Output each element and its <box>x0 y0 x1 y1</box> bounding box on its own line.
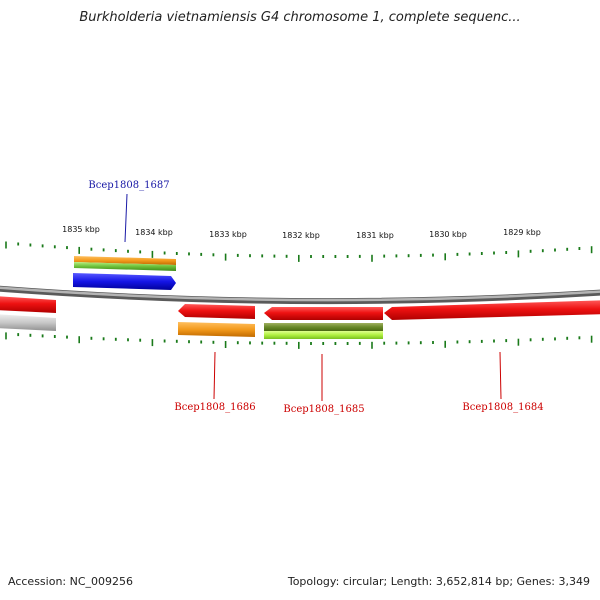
topology-summary: Topology: circular; Length: 3,652,814 bp… <box>287 575 590 588</box>
accession-text: Accession: NC_009256 <box>8 575 134 588</box>
map-title: Burkholderia vietnamiensis G4 chromosome… <box>79 10 521 25</box>
gene-bcep1808-1685-feature[interactable] <box>264 307 383 339</box>
outer-tick-ring <box>5 241 593 262</box>
gene-label-bcep1808-1687[interactable]: Bcep1808_1687 <box>88 180 169 191</box>
gene-label-bcep1808-1686[interactable]: Bcep1808_1686 <box>174 402 255 413</box>
scale-label-1829: 1829 kbp <box>503 228 541 237</box>
scale-label-1835: 1835 kbp <box>62 225 100 234</box>
gene-bcep1808-1687-feature[interactable] <box>73 256 176 290</box>
scale-label-1834: 1834 kbp <box>135 228 173 237</box>
gene-label-bcep1808-1684[interactable]: Bcep1808_1684 <box>462 402 543 413</box>
leader-line-1686 <box>213 351 216 400</box>
scale-label-1832: 1832 kbp <box>282 231 320 240</box>
inner-tick-ring <box>5 332 593 349</box>
gene-bcep1808-1686-feature[interactable] <box>178 304 255 337</box>
leader-line-1687 <box>124 193 128 243</box>
scale-label-1833: 1833 kbp <box>209 230 247 239</box>
scale-label-1831: 1831 kbp <box>356 231 394 240</box>
leader-line-1684 <box>499 351 502 400</box>
scale-label-1830: 1830 kbp <box>429 230 467 239</box>
left-partial-feature[interactable] <box>0 296 56 331</box>
gene-bcep1808-1684-feature[interactable] <box>384 300 600 320</box>
gene-label-bcep1808-1685[interactable]: Bcep1808_1685 <box>283 404 364 415</box>
